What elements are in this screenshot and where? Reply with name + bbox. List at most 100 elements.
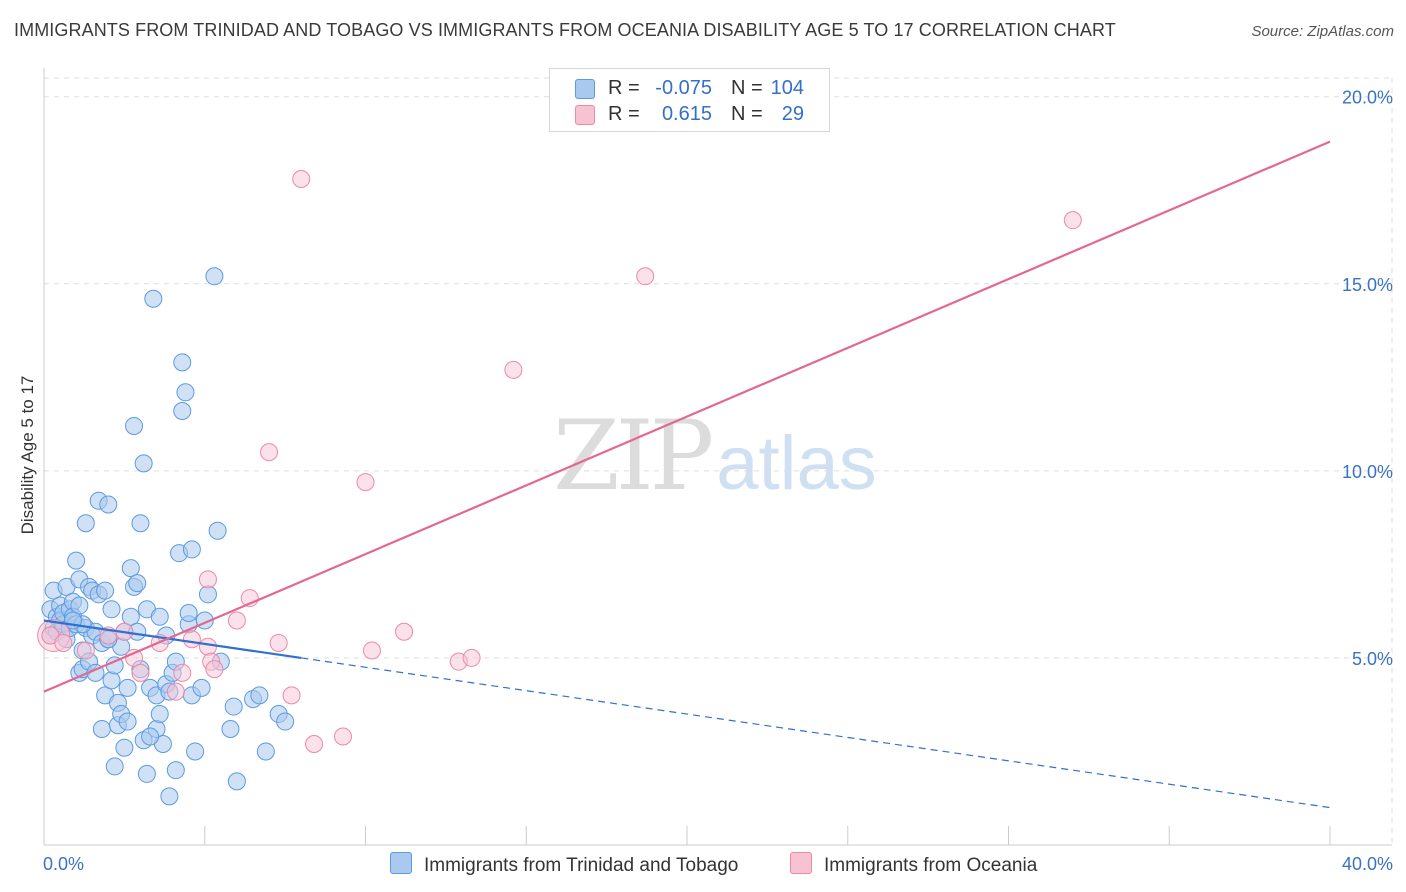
data-point-oceania xyxy=(333,727,352,746)
stats-legend: R = -0.075 N = 104 R = 0.615 N = 29 xyxy=(549,68,830,132)
data-point-trinidad xyxy=(144,289,163,308)
legend-n-label: N = xyxy=(731,103,763,125)
bottom-legend-trinidad: Immigrants from Trinidad and Tobago xyxy=(390,852,738,877)
data-point-trinidad xyxy=(105,757,124,776)
series-oceania xyxy=(37,170,1082,753)
series-trinidad-tobago xyxy=(41,267,295,806)
data-point-trinidad xyxy=(96,581,115,600)
source-label: Source: ZipAtlas.com xyxy=(1251,23,1394,40)
data-point-trinidad xyxy=(160,787,179,806)
data-point-trinidad xyxy=(192,678,211,697)
data-point-oceania xyxy=(227,611,246,630)
data-point-oceania xyxy=(362,641,381,660)
data-point-trinidad xyxy=(224,697,243,716)
data-point-trinidad xyxy=(121,607,140,626)
data-point-oceania xyxy=(166,682,185,701)
data-point-oceania xyxy=(305,734,324,753)
x-tick-label: 40.0% xyxy=(1342,854,1393,874)
y-tick-label: 20.0% xyxy=(1342,88,1393,108)
data-point-oceania xyxy=(205,660,224,679)
data-point-trinidad xyxy=(227,772,246,791)
data-point-trinidad xyxy=(198,585,217,604)
data-point-trinidad xyxy=(76,514,95,533)
legend-r-label: R = xyxy=(608,77,640,99)
legend-r-value: 0.615 xyxy=(661,103,712,125)
data-point-oceania xyxy=(292,170,311,189)
legend-n-value: 29 xyxy=(781,103,804,125)
legend-swatch-pink xyxy=(575,105,595,125)
trend-line-oceania xyxy=(43,140,1331,693)
data-point-trinidad xyxy=(102,600,121,619)
legend-row-oceania: R = 0.615 N = 29 xyxy=(550,101,829,127)
data-point-trinidad xyxy=(118,712,137,731)
y-tick-label: 10.0% xyxy=(1342,462,1393,482)
data-point-oceania xyxy=(260,443,279,462)
data-point-trinidad xyxy=(256,742,275,761)
bottom-legend-label: Immigrants from Oceania xyxy=(824,855,1038,876)
bottom-legend-oceania: Immigrants from Oceania xyxy=(790,852,1037,877)
legend-swatch-blue xyxy=(575,79,595,99)
watermark: ZIPatlas xyxy=(553,400,877,512)
data-point-trinidad xyxy=(150,705,169,724)
data-point-trinidad xyxy=(125,416,144,435)
data-point-oceania xyxy=(395,622,414,641)
data-point-trinidad xyxy=(121,559,140,578)
data-point-oceania xyxy=(198,637,217,656)
data-point-trinidad xyxy=(179,604,198,623)
data-point-trinidad xyxy=(99,495,118,514)
data-point-trinidad xyxy=(134,454,153,473)
data-point-trinidad xyxy=(102,671,121,690)
tick-labels: 5.0% 10.0% 15.0% 20.0% 0.0% 40.0% xyxy=(43,88,1393,874)
watermark-atlas: atlas xyxy=(716,421,877,506)
legend-n-value: 104 xyxy=(770,77,804,99)
data-point-trinidad xyxy=(166,761,185,780)
data-point-oceania xyxy=(131,663,150,682)
data-point-oceania xyxy=(54,633,73,652)
legend-r-label: R = xyxy=(608,103,640,125)
data-point-trinidad xyxy=(141,727,160,746)
grid-lines xyxy=(44,77,1393,845)
data-point-trinidad xyxy=(118,678,137,697)
data-point-trinidad xyxy=(137,764,156,783)
trend-line-trinidad xyxy=(43,619,302,660)
bottom-legend-swatch-pink xyxy=(790,852,812,874)
bottom-legend-swatch-blue xyxy=(390,852,412,874)
data-point-oceania xyxy=(636,267,655,286)
legend-r-value: -0.075 xyxy=(655,77,712,99)
data-point-trinidad xyxy=(128,574,147,593)
data-point-trinidad xyxy=(173,401,192,420)
data-point-trinidad xyxy=(250,686,269,705)
trend-line-trinidad-projection xyxy=(301,657,1331,809)
data-point-trinidad xyxy=(115,738,134,757)
data-point-oceania xyxy=(356,473,375,492)
watermark-zip: ZIP xyxy=(553,400,714,512)
data-point-trinidad xyxy=(276,712,295,731)
data-point-trinidad xyxy=(70,596,89,615)
y-axis-label: Disability Age 5 to 17 xyxy=(18,375,37,535)
data-point-trinidad xyxy=(205,267,224,286)
y-tick-label: 15.0% xyxy=(1342,275,1393,295)
data-point-oceania xyxy=(198,570,217,589)
data-point-oceania xyxy=(173,663,192,682)
legend-row-trinidad: R = -0.075 N = 104 xyxy=(550,75,829,101)
trend-lines xyxy=(43,140,1331,809)
data-point-trinidad xyxy=(186,742,205,761)
data-point-trinidad xyxy=(131,514,150,533)
data-point-trinidad xyxy=(173,353,192,372)
data-point-oceania xyxy=(269,633,288,652)
x-tick-label: 0.0% xyxy=(43,854,84,874)
chart-title: IMMIGRANTS FROM TRINIDAD AND TOBAGO VS I… xyxy=(14,20,1116,40)
bottom-legend-label: Immigrants from Trinidad and Tobago xyxy=(424,855,739,876)
data-point-oceania xyxy=(462,648,481,667)
data-point-trinidad xyxy=(176,383,195,402)
data-point-trinidad xyxy=(182,540,201,559)
y-tick-label: 5.0% xyxy=(1352,649,1393,669)
data-point-trinidad xyxy=(208,521,227,540)
axes xyxy=(43,68,1392,846)
data-point-trinidad xyxy=(92,720,111,739)
legend-n-label: N = xyxy=(731,77,763,99)
data-point-trinidad xyxy=(67,551,86,570)
data-point-oceania xyxy=(76,641,95,660)
data-point-trinidad xyxy=(150,607,169,626)
